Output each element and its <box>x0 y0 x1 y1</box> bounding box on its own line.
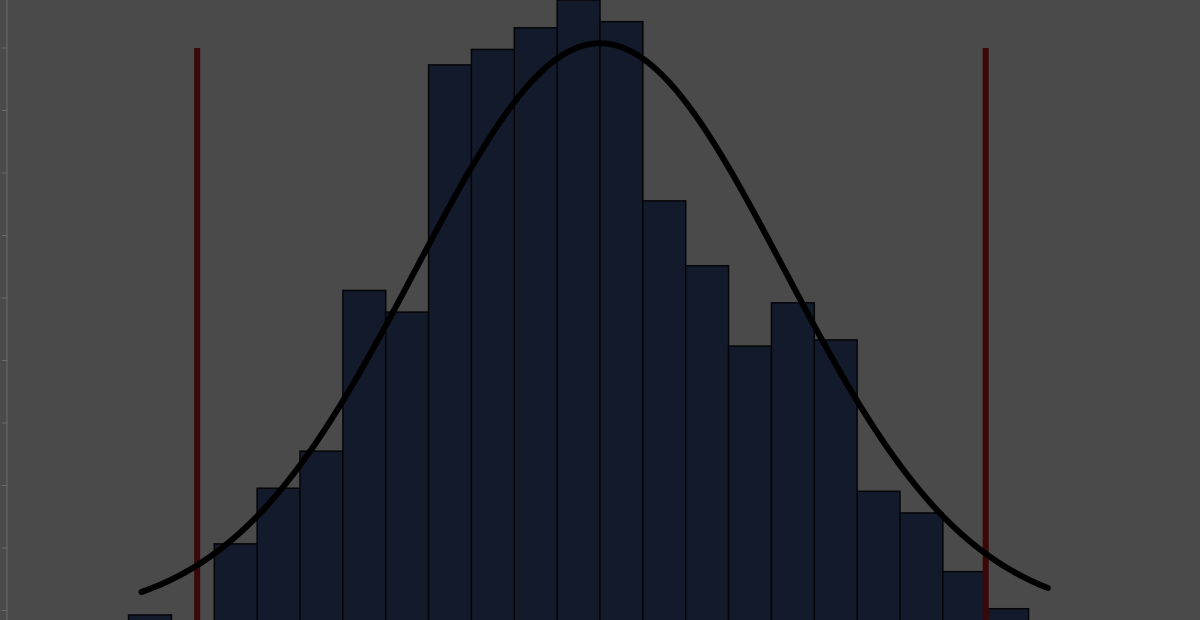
histogram-bar <box>813 339 858 620</box>
histogram-bar <box>856 490 901 620</box>
histogram-bar <box>299 450 344 620</box>
histogram-bar <box>599 20 644 620</box>
histogram-bars <box>127 0 1030 620</box>
normal-fit-curve <box>138 40 1051 595</box>
histogram-bar <box>427 64 473 620</box>
histogram-bar <box>942 570 987 620</box>
histogram-bar <box>684 264 730 620</box>
histogram-bar <box>556 0 601 620</box>
histogram-bar <box>342 289 387 620</box>
reference-lines <box>194 48 989 620</box>
histogram-bar <box>513 27 558 620</box>
histogram-bar <box>984 607 1030 620</box>
histogram-bar <box>899 512 944 620</box>
histogram-bar <box>727 345 773 620</box>
histogram-bar <box>213 543 258 620</box>
histogram-bar <box>127 614 173 620</box>
histogram-bar <box>642 200 687 620</box>
histogram-bar <box>770 302 816 620</box>
y-axis-ticks <box>2 47 7 611</box>
histogram-bar <box>470 48 516 620</box>
histogram-bar <box>384 311 430 620</box>
